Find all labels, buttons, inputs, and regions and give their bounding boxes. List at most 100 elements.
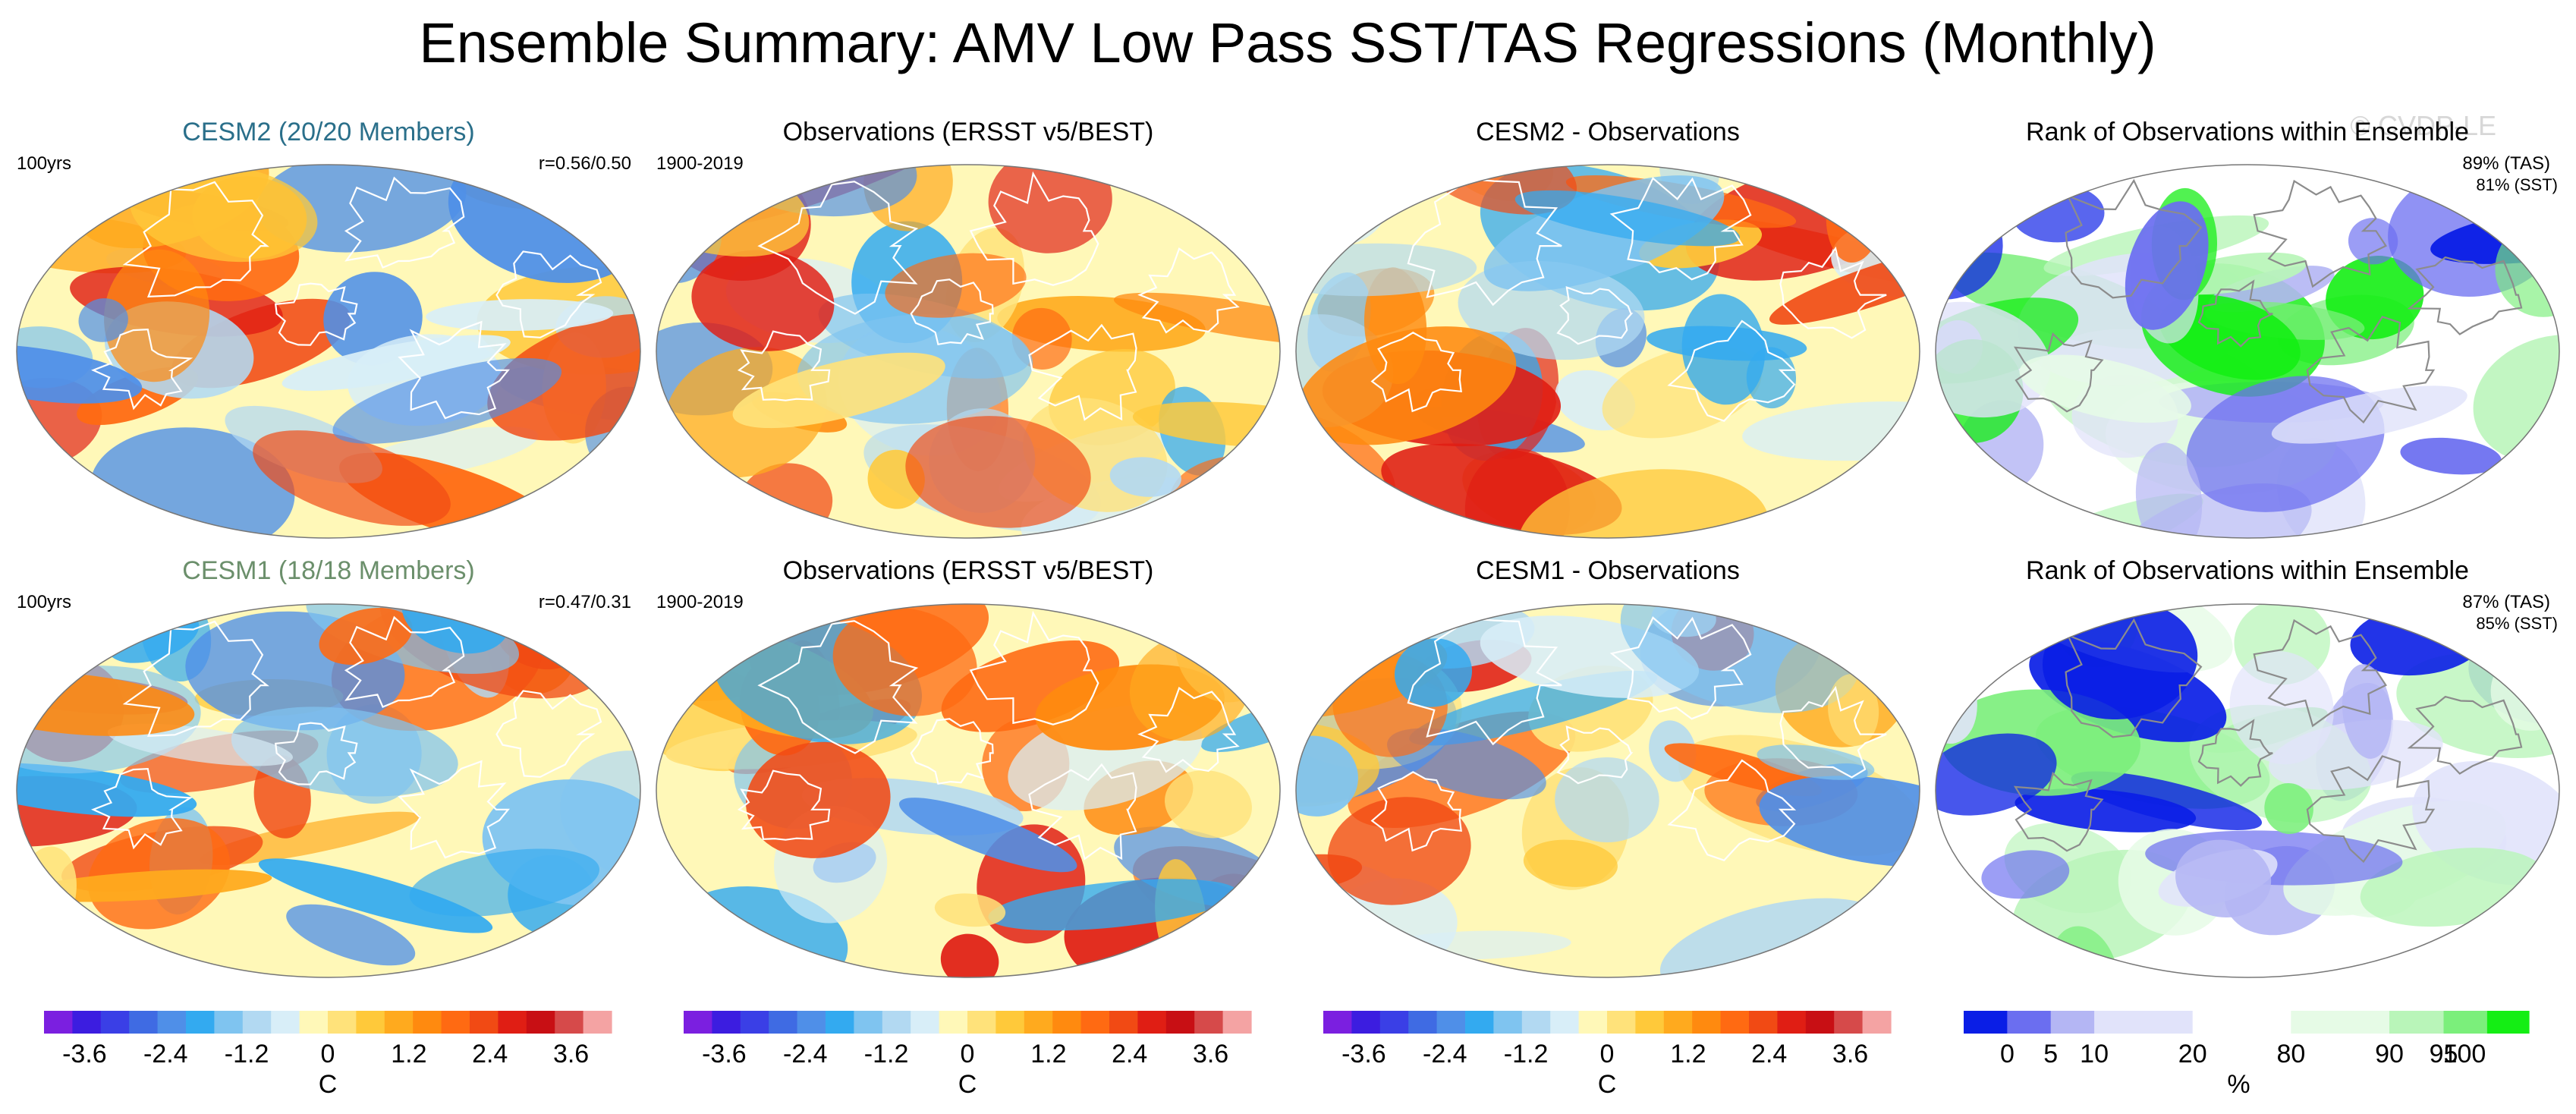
colorbar-tick-label: 0 [961, 1040, 975, 1068]
colorbar-swatch [967, 1011, 996, 1034]
map-panel [1295, 603, 1920, 978]
field-patch [905, 416, 1091, 528]
field-patch [988, 879, 1238, 931]
colorbar-swatch [882, 1011, 911, 1034]
colorbar-swatch [740, 1011, 769, 1034]
colorbar-swatch [186, 1011, 215, 1034]
field-patch [1742, 401, 1920, 461]
colorbar-tick-label: -2.4 [1423, 1040, 1467, 1068]
field-patch [286, 904, 416, 966]
field-patch [1327, 797, 1471, 905]
field-patch [487, 313, 640, 441]
field-patch [1647, 326, 1807, 361]
colorbar-tick-label: -3.6 [1341, 1040, 1386, 1068]
panel-title: CESM2 - Observations [1476, 118, 1740, 146]
panel-left-label: 100yrs [17, 592, 71, 612]
field-patch [570, 949, 634, 977]
field-patch [104, 249, 210, 382]
coastline [1370, 616, 1887, 861]
field-patch [409, 848, 599, 917]
coastline [2013, 178, 2523, 424]
panel-title: CESM2 (20/20 Members) [182, 118, 474, 146]
map-panels: CESM2 (20/20 Members) 100yrs r=0.56/0.50 Ob… [16, 118, 2560, 978]
map-panel [1295, 164, 1920, 539]
field-patch [2175, 839, 2272, 918]
colorbar-tick-label: 90 [2375, 1040, 2404, 1068]
colorbar-swatch [1379, 1011, 1409, 1034]
colorbar-swatch [157, 1011, 187, 1034]
colorbar-tick-label: -3.6 [702, 1040, 747, 1068]
map-field [1296, 165, 1920, 538]
colorbar-swatch [555, 1011, 584, 1034]
map-field [1936, 165, 2559, 538]
colorbar-tick-label: 1.2 [391, 1040, 426, 1068]
map-field [17, 604, 640, 977]
panel-right-label: r=0.47/0.31 [539, 592, 631, 612]
field-patch [2019, 354, 2191, 423]
colorbar-swatch [413, 1011, 442, 1034]
colorbar-swatch [1607, 1011, 1636, 1034]
colorbar-tick-label: -2.4 [143, 1040, 188, 1068]
coastline [1370, 177, 1887, 422]
field-patch [2400, 437, 2502, 475]
colorbar-tick-label: 0 [2000, 1040, 2015, 1068]
map-border [1295, 603, 1920, 978]
colorbar-swatch [100, 1011, 130, 1034]
map-field [17, 165, 640, 538]
colorbar-swatch [911, 1011, 940, 1034]
map-field [656, 604, 1280, 977]
colorbars: -3.6 -2.4 -1.2 0 1.2 2.4 3.6 C -3.6 -2.4 -1.2 0 1.2 2… [44, 1011, 2530, 1099]
colorbar-swatch [1024, 1011, 1053, 1034]
colorbar-swatch [129, 1011, 159, 1034]
colorbar-swatch [1052, 1011, 1082, 1034]
colorbar-swatch [1323, 1011, 1352, 1034]
colorbar-swatch [1436, 1011, 1466, 1034]
field-patch [1936, 604, 2003, 630]
field-patch [20, 869, 272, 902]
colorbar-swatch [1493, 1011, 1523, 1034]
colorbar-tick-label: 2.4 [1112, 1040, 1147, 1068]
field-patch [1523, 839, 1618, 887]
colorbar-swatch [1663, 1011, 1693, 1034]
colorbar-swatch [1578, 1011, 1608, 1034]
colorbar-swatch [2050, 1011, 2095, 1034]
colorbar-swatch [797, 1011, 826, 1034]
colorbar-swatch [242, 1011, 272, 1034]
colorbar-swatch [1834, 1011, 1864, 1034]
field-patch [1936, 165, 2023, 238]
colorbar-swatch [470, 1011, 499, 1034]
field-patch [1555, 757, 1659, 843]
field-patch [2071, 771, 2263, 830]
panel-right-label: 89% (TAS) [2462, 153, 2550, 174]
colorbar-tick-label: 80 [2276, 1040, 2305, 1068]
field-patch [332, 357, 562, 444]
colorbar-swatch [299, 1011, 329, 1034]
colorbar-swatch [2443, 1011, 2488, 1034]
colorbar-swatch [583, 1011, 612, 1034]
field-patch [17, 763, 197, 817]
field-patch [1759, 776, 1920, 867]
colorbar-swatch [44, 1011, 73, 1034]
map-border [1935, 603, 2560, 978]
colorbar: -3.6 -2.4 -1.2 0 1.2 2.4 3.6 C [1323, 1011, 1892, 1099]
field-patch [1769, 243, 1920, 325]
colorbar-swatch [1862, 1011, 1892, 1034]
colorbar-unit: C [958, 1070, 977, 1099]
panel-title: Observations (ERSST v5/BEST) [783, 118, 1154, 146]
colorbar-tick-label: 1.2 [1030, 1040, 1066, 1068]
map-border [656, 603, 1281, 978]
map-border [16, 164, 641, 539]
map-panel [16, 603, 641, 978]
colorbar-swatch [1720, 1011, 1750, 1034]
map-field [1296, 604, 1920, 977]
field-patch [1174, 496, 1280, 538]
field-patch [1297, 326, 1517, 445]
panel-left-label: 100yrs [17, 153, 71, 174]
field-patch [107, 723, 293, 766]
map-panel [1935, 164, 2560, 539]
field-patch [253, 430, 451, 526]
colorbar: -3.6 -2.4 -1.2 0 1.2 2.4 3.6 C [44, 1011, 612, 1099]
map-panel [656, 164, 1281, 539]
colorbar-tick-label: -3.6 [62, 1040, 107, 1068]
